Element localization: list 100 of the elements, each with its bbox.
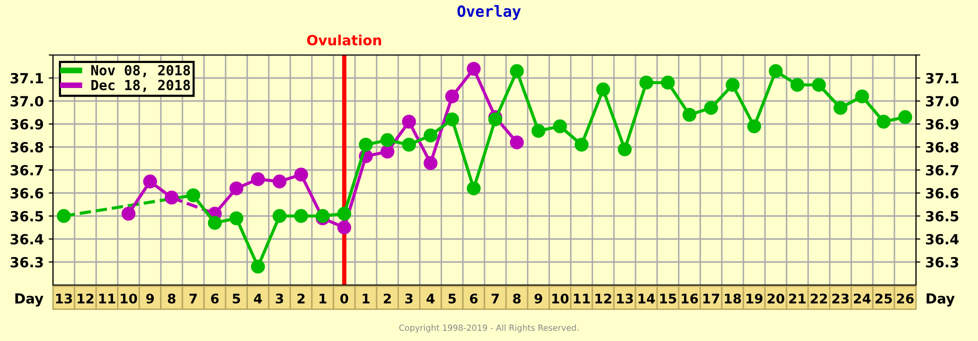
text: Copyright 1998-2019 - All Rights Reserved. [399, 324, 578, 332]
x-axis-title: Day [15, 293, 44, 306]
point [574, 138, 589, 152]
point [812, 78, 826, 92]
point [834, 100, 848, 115]
point [122, 206, 136, 221]
point [56, 209, 71, 223]
point [790, 78, 804, 92]
point [251, 172, 265, 186]
x-tick-label: 7 [190, 294, 197, 304]
x-tick-label: 10 [552, 294, 569, 304]
point [876, 114, 891, 129]
x-tick-label: 5 [232, 294, 240, 304]
y-tick-label: 36.5 [10, 210, 44, 222]
x-tick-label: 7 [492, 294, 499, 304]
point [208, 216, 222, 230]
x-tick-label: 11 [99, 294, 116, 304]
x-tick-label: 1 [362, 294, 370, 304]
point [294, 209, 308, 223]
y2-tick-label: 36.9 [926, 118, 958, 130]
x-tick-label: 9 [534, 294, 542, 304]
x-tick-label: 17 [703, 294, 720, 304]
point [682, 108, 696, 122]
x-tick-label: 20 [768, 294, 784, 304]
y-tick-label: 36.7 [10, 164, 43, 176]
x-tick-label: 4 [426, 294, 435, 304]
ref-line-label: Ovulation [307, 34, 382, 46]
x-tick-label: 6 [211, 294, 219, 304]
x-tick-label: 22 [810, 294, 827, 304]
x-tick-label: 25 [876, 294, 892, 304]
x-tick-label: 8 [513, 294, 521, 304]
chart-title: Overlay [457, 5, 521, 20]
point [855, 89, 870, 104]
point [380, 133, 394, 148]
point [229, 211, 244, 226]
point [143, 174, 158, 188]
y-tick-label: 36.8 [10, 142, 44, 152]
x-tick-label: 1 [320, 294, 326, 304]
x-tick-label: 6 [470, 294, 478, 304]
x-tick-label: 3 [405, 294, 413, 304]
point [596, 82, 610, 96]
y2-tick-label: 36.3 [926, 256, 958, 268]
x-tick-label: 0 [340, 294, 348, 304]
point [358, 138, 373, 152]
point [726, 78, 740, 92]
point [639, 76, 654, 90]
point [272, 174, 286, 188]
point [510, 64, 524, 78]
x-tick-label: 5 [448, 294, 456, 304]
point [704, 100, 718, 115]
y-tick-label: 37.1 [10, 72, 44, 84]
point [424, 156, 438, 170]
y-tick-label: 36.3 [10, 256, 43, 268]
x-tick-label: 13 [56, 294, 72, 304]
legend-label: Nov 08, 2018 [91, 64, 190, 78]
x-tick-label: 15 [660, 294, 676, 304]
point [424, 128, 438, 142]
x-tick-label: 12 [595, 294, 612, 304]
point [272, 209, 286, 223]
x-tick-label: 11 [574, 294, 590, 304]
x-tick-label: 26 [897, 294, 914, 304]
x-tick-label: 24 [854, 294, 871, 304]
point [618, 142, 632, 156]
point [316, 209, 330, 223]
point [768, 64, 783, 78]
x-tick-label: 9 [146, 294, 154, 304]
x-tick-label: 4 [254, 294, 262, 304]
x-tick-label: 13 [617, 294, 633, 304]
point [294, 168, 308, 182]
x-tick-label: 8 [168, 294, 176, 304]
x-tick-label: 12 [78, 294, 94, 304]
y2-tick-label: 36.6 [926, 188, 959, 198]
x-tick-label: 2 [384, 294, 391, 304]
x-tick-label: 21 [789, 294, 806, 304]
y2-tick-label: 37.1 [926, 72, 958, 84]
point [380, 144, 394, 159]
y2-tick-label: 36.5 [926, 210, 958, 222]
legend-label: Dec 18, 2018 [91, 80, 190, 92]
point [337, 206, 352, 221]
point [531, 124, 546, 138]
x-tick-label: 23 [832, 294, 849, 304]
y2-tick-label: 36.8 [926, 142, 958, 152]
point [251, 260, 265, 274]
x-tick-label: 16 [682, 294, 698, 304]
y2-tick-label: 37.0 [926, 96, 959, 106]
point [466, 62, 481, 76]
point [402, 114, 416, 129]
point [898, 110, 912, 124]
x-tick-label: 18 [724, 294, 741, 304]
x-tick-label: 10 [120, 294, 138, 304]
point [466, 181, 481, 196]
x-tick-label: 2 [298, 294, 305, 304]
point [445, 112, 460, 126]
point [229, 181, 244, 196]
point [553, 119, 567, 134]
y2-tick-label: 36.7 [926, 164, 958, 176]
y-tick-label: 36.6 [10, 188, 44, 198]
y2-tick-label: 36.4 [926, 234, 959, 244]
y-tick-label: 36.4 [10, 234, 44, 244]
text: Day [926, 293, 955, 306]
